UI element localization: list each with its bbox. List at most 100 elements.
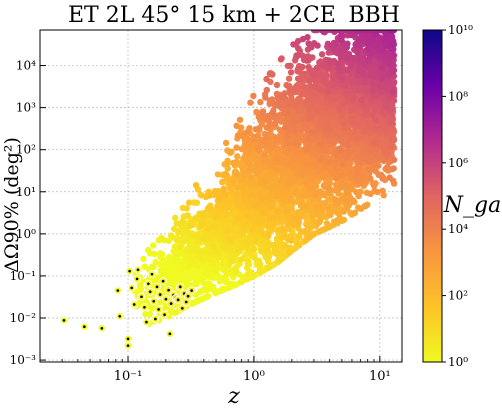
population-point (190, 254, 198, 261)
population-point (332, 175, 340, 182)
population-point (374, 188, 381, 196)
population-point (272, 154, 280, 161)
population-point (241, 172, 248, 179)
population-point (171, 243, 179, 250)
population-point (264, 244, 272, 252)
population-point (286, 249, 293, 256)
population-point (349, 79, 357, 86)
population-point (380, 145, 387, 153)
population-point (229, 244, 236, 251)
population-point (234, 197, 241, 204)
population-point (239, 255, 247, 262)
population-point (202, 193, 210, 201)
population-point (294, 209, 302, 216)
population-point (258, 195, 265, 202)
population-point (239, 183, 247, 191)
population-point (372, 138, 380, 145)
population-point (189, 261, 196, 268)
population-point (356, 86, 363, 93)
population-point (280, 157, 288, 165)
population-point (317, 85, 324, 93)
chart-title-right: BBH (348, 3, 400, 28)
population-point (147, 250, 154, 257)
population-point (352, 102, 359, 110)
population-point (307, 224, 314, 231)
population-point (304, 121, 311, 129)
population-point (224, 227, 231, 235)
population-point (179, 235, 186, 242)
population-point (389, 82, 397, 89)
population-point (322, 75, 330, 82)
population-point (254, 132, 262, 139)
population-point (142, 310, 149, 318)
population-point (261, 209, 268, 216)
population-point (287, 62, 294, 69)
population-point (318, 155, 326, 162)
population-point (304, 34, 311, 41)
population-point (301, 212, 308, 220)
population-point (345, 142, 352, 149)
population-point (197, 247, 204, 254)
population-point (246, 160, 254, 167)
population-point (299, 153, 306, 160)
population-point (222, 191, 229, 198)
population-point (337, 147, 344, 154)
population-point (210, 243, 217, 250)
population-point (329, 74, 337, 82)
population-point (234, 184, 242, 191)
population-point (296, 233, 303, 240)
population-point (282, 242, 289, 249)
population-point (305, 40, 312, 47)
population-point (202, 270, 209, 278)
population-point (167, 232, 175, 239)
population-point (389, 88, 396, 95)
population-point (280, 110, 288, 117)
population-point (251, 254, 258, 262)
population-point (342, 179, 349, 186)
population-point (390, 165, 397, 172)
population-point (349, 197, 357, 204)
population-point (363, 88, 370, 95)
population-point (230, 179, 237, 186)
population-point (191, 232, 198, 240)
population-point (211, 287, 218, 294)
population-point (246, 238, 253, 245)
population-point (338, 112, 345, 119)
population-point (375, 153, 382, 161)
population-point (217, 228, 224, 236)
population-point (233, 122, 240, 129)
population-point (309, 129, 316, 136)
population-point (362, 127, 369, 134)
population-point (265, 231, 272, 239)
population-point (365, 158, 372, 166)
population-point (256, 166, 263, 173)
population-point (303, 160, 311, 168)
population-point (295, 98, 302, 105)
population-point (168, 254, 175, 262)
population-point (338, 133, 346, 140)
population-point (307, 176, 314, 183)
population-point (306, 234, 313, 241)
population-point (232, 265, 239, 272)
population-point (200, 235, 207, 242)
population-point (382, 138, 389, 146)
population-point (356, 122, 363, 129)
population-point (263, 124, 270, 131)
population-point (233, 190, 241, 197)
population-point (175, 229, 182, 236)
population-point (363, 107, 370, 114)
population-point (288, 196, 295, 204)
population-point (256, 147, 263, 154)
population-point (332, 95, 340, 103)
population-point (165, 237, 172, 245)
population-point (293, 140, 300, 147)
population-point (325, 158, 333, 165)
population-point (317, 214, 324, 222)
population-point (244, 135, 251, 142)
population-point (184, 212, 191, 219)
population-point (261, 151, 268, 159)
population-point (369, 79, 377, 87)
population-point (217, 195, 224, 203)
population-point (314, 107, 321, 115)
population-point (378, 171, 385, 179)
